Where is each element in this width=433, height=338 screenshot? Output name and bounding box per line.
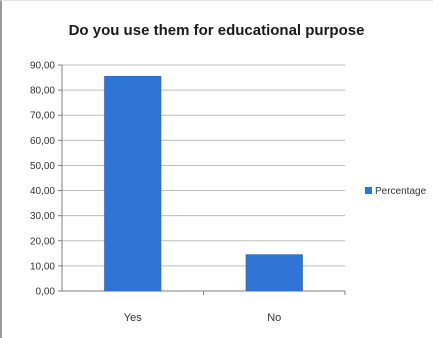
y-tick-label: 50,00 <box>30 161 55 172</box>
bar-yes <box>104 76 162 292</box>
bars <box>104 76 303 292</box>
y-tick-label: 40,00 <box>30 186 55 197</box>
y-tick-label: 90,00 <box>30 61 55 72</box>
legend: Percentage <box>365 186 427 197</box>
y-tick-label: 20,00 <box>30 236 55 247</box>
y-tick-label: 80,00 <box>30 86 55 97</box>
chart-title: Do you use them for educational purpose <box>68 22 365 39</box>
legend-label: Percentage <box>375 186 427 197</box>
legend-swatch <box>365 187 372 194</box>
y-tick-label: 10,00 <box>30 261 55 272</box>
y-tick-label: 0,00 <box>36 287 56 298</box>
y-tick-label: 30,00 <box>30 211 55 222</box>
x-axis-categories: Yes No <box>124 291 346 324</box>
y-tick-label: 60,00 <box>30 136 55 147</box>
x-category-label: No <box>267 312 281 324</box>
y-axis-ticks: 0,00 10,00 20,00 30,00 40,00 50,00 60,00 70,00 8… <box>30 61 62 298</box>
x-category-label: Yes <box>124 312 142 324</box>
bar-no <box>245 254 303 292</box>
y-tick-label: 70,00 <box>30 111 55 122</box>
